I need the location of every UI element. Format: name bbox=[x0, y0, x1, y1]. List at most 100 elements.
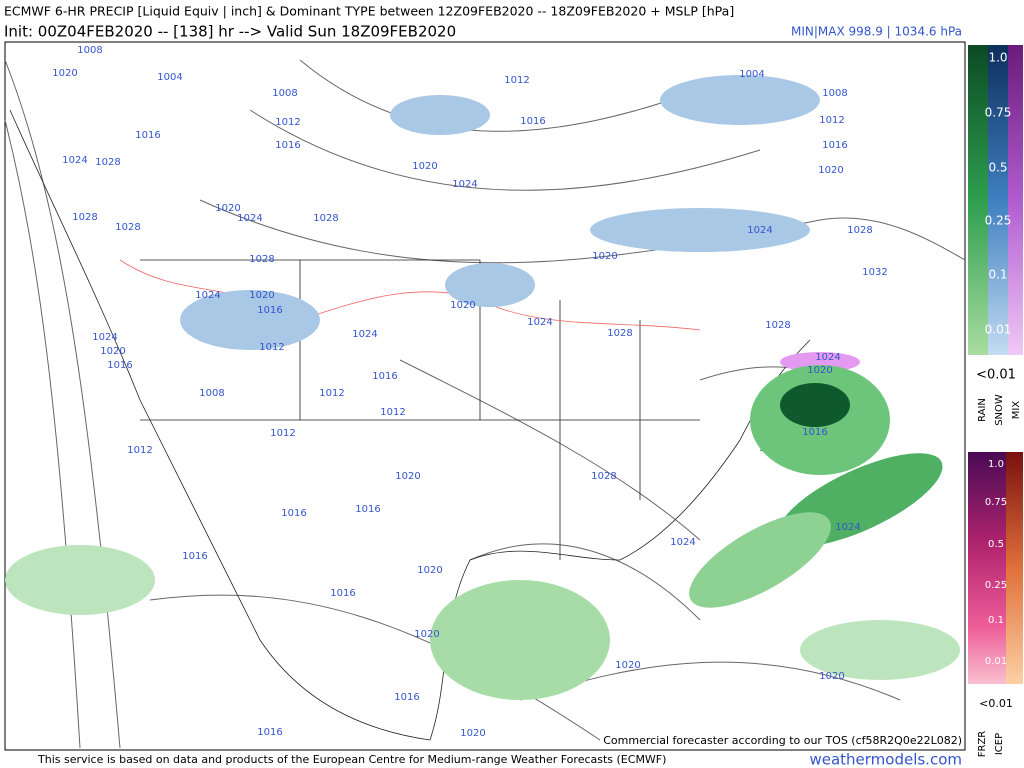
isobar-label: 1028 bbox=[591, 471, 616, 482]
isobar-label: 1024 bbox=[62, 155, 87, 166]
legend-level: 1.0 bbox=[988, 51, 1007, 65]
isobar-label: 1008 bbox=[77, 45, 102, 56]
rain-snow-types: RAIN SNOW MIX bbox=[977, 394, 1022, 426]
isobar-label: 1020 bbox=[215, 203, 240, 214]
rain-bar bbox=[968, 45, 988, 355]
min-max: MIN|MAX 998.9 | 1034.6 hPa bbox=[791, 25, 962, 39]
isobar-label: 1016 bbox=[281, 508, 306, 519]
isobar-label: 1028 bbox=[72, 212, 97, 223]
isobar-label: 1024 bbox=[835, 522, 860, 533]
isobar-label: 1028 bbox=[313, 213, 338, 224]
legend-type: ICEP bbox=[994, 733, 1005, 755]
isobar-label: 1020 bbox=[249, 290, 274, 301]
isobar-label: 1024 bbox=[527, 317, 552, 328]
isobar-label: 1024 bbox=[452, 179, 477, 190]
isobar-label: 1020 bbox=[819, 671, 844, 682]
isobar-label: 1020 bbox=[615, 660, 640, 671]
rain-snow-levels: 1.0 0.75 0.5 0.25 0.1 0.01 bbox=[985, 51, 1012, 337]
precip-areas bbox=[5, 75, 960, 700]
frzr-icep-types: FRZR ICEP bbox=[977, 731, 1005, 758]
isobar-label: 1020 bbox=[417, 565, 442, 576]
legend-below: <0.01 bbox=[976, 368, 1016, 383]
isobar-label: 1016 bbox=[182, 551, 207, 562]
freezing-lines bbox=[119, 259, 701, 331]
isobar-label: 1028 bbox=[765, 320, 790, 331]
isobar-label: 1020 bbox=[460, 728, 485, 739]
isobar-label: 1016 bbox=[355, 504, 380, 515]
tos-note: Commercial forecaster according to our T… bbox=[603, 734, 962, 747]
isobar-labels: 1008 1020 1004 1012 1004 1008 1016 1008 1012 1012… bbox=[52, 45, 887, 739]
isobar-label: 1016 bbox=[822, 140, 847, 151]
isobar-label: 1008 bbox=[199, 388, 224, 399]
isobar-label: 1012 bbox=[380, 407, 405, 418]
tos-box bbox=[612, 734, 964, 748]
isobar-label: 1004 bbox=[157, 72, 182, 83]
isobar-label: 1016 bbox=[802, 427, 827, 438]
isobar-label: 1012 bbox=[259, 342, 284, 353]
legend-level: 0.1 bbox=[988, 615, 1004, 626]
legend-level: 0.5 bbox=[988, 539, 1004, 550]
subtitle: Init: 00Z04FEB2020 -- [138] hr --> Valid… bbox=[4, 23, 456, 41]
site: weathermodels.com bbox=[809, 751, 962, 768]
legend-type: SNOW bbox=[994, 394, 1005, 426]
isobar-label: 1012 bbox=[504, 75, 529, 86]
legend-level: 0.75 bbox=[985, 497, 1007, 508]
isobar-label: 1024 bbox=[815, 352, 840, 363]
isobar-label: 1024 bbox=[670, 537, 695, 548]
isobar-label: 1024 bbox=[747, 225, 772, 236]
isobar-label: 1012 bbox=[127, 445, 152, 456]
mix-bar bbox=[1008, 45, 1023, 355]
isobar-label: 1028 bbox=[249, 254, 274, 265]
isobar-label: 1024 bbox=[237, 213, 262, 224]
isobar-label: 1020 bbox=[395, 471, 420, 482]
icep-bar bbox=[1006, 452, 1023, 684]
isobar-label: 1020 bbox=[807, 365, 832, 376]
isobar-label: 1020 bbox=[450, 300, 475, 311]
frzr-icep-levels: 1.0 0.75 0.5 0.25 0.1 0.01 bbox=[985, 459, 1007, 667]
isobar-label: 1016 bbox=[372, 371, 397, 382]
isobar-label: 1028 bbox=[847, 225, 872, 236]
isobar-label: 1028 bbox=[607, 328, 632, 339]
isobar-label: 1028 bbox=[95, 157, 120, 168]
isobar-label: 1004 bbox=[739, 69, 764, 80]
isobar-label: 1024 bbox=[195, 290, 220, 301]
legend-level: 0.5 bbox=[988, 161, 1007, 175]
isobar-label: 1012 bbox=[319, 388, 344, 399]
isobar-label: 1016 bbox=[330, 588, 355, 599]
title: ECMWF 6-HR PRECIP [Liquid Equiv | inch] … bbox=[4, 4, 734, 19]
isobar-label: 1008 bbox=[822, 88, 847, 99]
isobar-label: 1032 bbox=[862, 267, 887, 278]
frzr-bar bbox=[968, 452, 1006, 684]
isobar-label: 1020 bbox=[412, 161, 437, 172]
legend-level: 0.25 bbox=[985, 580, 1007, 591]
isobar-label: 1028 bbox=[115, 222, 140, 233]
isobar-label: 1020 bbox=[818, 165, 843, 176]
isobar-label: 1024 bbox=[352, 329, 377, 340]
legend-level: 0.75 bbox=[985, 106, 1012, 120]
legend-level: 0.01 bbox=[985, 323, 1012, 337]
legend-below: <0.01 bbox=[979, 697, 1013, 710]
isobar-label: 1016 bbox=[257, 727, 282, 738]
legend-level: 0.1 bbox=[988, 268, 1007, 282]
legend-level: 0.25 bbox=[985, 214, 1012, 228]
legend-type: RAIN bbox=[977, 398, 988, 422]
isobar-label: 1020 bbox=[52, 68, 77, 79]
isobar-label: 1012 bbox=[275, 117, 300, 128]
isobar-label: 1012 bbox=[819, 115, 844, 126]
isobar-label: 1016 bbox=[257, 305, 282, 316]
isobar-label: 1012 bbox=[270, 428, 295, 439]
legend-level: 1.0 bbox=[988, 459, 1004, 470]
isobar-label: 1016 bbox=[107, 360, 132, 371]
legend-type: MIX bbox=[1011, 401, 1022, 420]
snow-bar bbox=[988, 45, 1008, 355]
isobar-label: 1016 bbox=[275, 140, 300, 151]
isobar-label: 1016 bbox=[135, 130, 160, 141]
isobar-label: 1020 bbox=[100, 346, 125, 357]
isobar-label: 1016 bbox=[520, 116, 545, 127]
isobar-label: 1020 bbox=[414, 629, 439, 640]
isobar-label: 1016 bbox=[394, 692, 419, 703]
isobar-label: 1024 bbox=[92, 332, 117, 343]
isobar-label: 1020 bbox=[592, 251, 617, 262]
legend-level: 0.01 bbox=[985, 656, 1007, 667]
